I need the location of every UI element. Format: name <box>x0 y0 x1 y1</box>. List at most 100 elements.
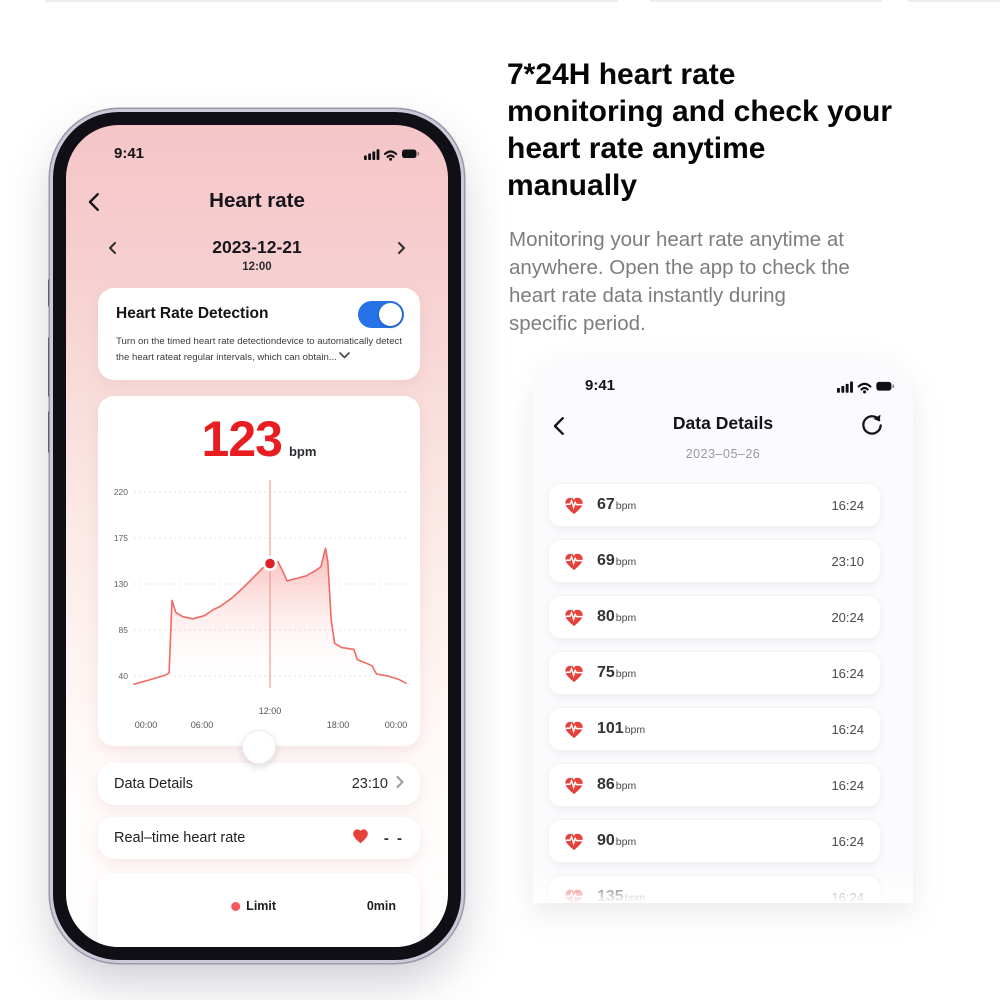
status-icons <box>837 379 895 399</box>
svg-text:40: 40 <box>119 671 129 681</box>
hr-value: 101 <box>597 720 624 737</box>
heart-rate-row[interactable]: 69 bpm 23:10 <box>548 539 881 583</box>
svg-text:12:00: 12:00 <box>259 706 282 716</box>
hr-unit: bpm <box>615 668 637 680</box>
heart-ecg-icon <box>563 663 585 683</box>
mute-switch[interactable] <box>48 278 53 308</box>
hr-time: 23:10 <box>831 553 864 569</box>
heart-rate-screen: 9:41 Heart rate <box>66 125 448 947</box>
hr-unit: bpm <box>615 556 637 568</box>
heart-rate-row[interactable]: 101 bpm 16:24 <box>548 707 881 751</box>
hr-unit: bpm <box>615 836 637 848</box>
heart-rate-chart[interactable]: 220 175 130 85 40 00:00 06:00 12:00 18:0… <box>100 476 416 738</box>
x-axis-labels: 00:00 06:00 12:00 18:00 00:00 <box>135 706 408 730</box>
realtime-label: Real–time heart rate <box>114 830 246 846</box>
battery-icon <box>876 381 895 391</box>
current-reading: 123 bpm <box>98 410 420 468</box>
wifi-icon <box>857 382 872 391</box>
hr-unit: bpm <box>615 500 637 512</box>
svg-text:06:00: 06:00 <box>191 720 214 730</box>
data-details-time: 23:10 <box>351 776 388 792</box>
heart-rate-row[interactable]: 135 bpm 16:24 <box>548 875 881 903</box>
hr-time: 20:24 <box>831 609 864 625</box>
heart-rate-row[interactable]: 90 bpm 16:24 <box>548 819 881 863</box>
realtime-heart-rate-row[interactable]: Real–time heart rate - - <box>98 817 420 859</box>
heart-rate-chart-card: 123 bpm 220 175 130 85 40 <box>98 396 420 746</box>
svg-text:00:00: 00:00 <box>385 720 408 730</box>
y-axis-labels: 220 175 130 85 40 <box>114 487 128 681</box>
top-crop-hairline <box>650 0 882 2</box>
heart-rate-row[interactable]: 75 bpm 16:24 <box>548 651 881 695</box>
chart-line <box>133 547 407 685</box>
hr-value: 75 <box>597 664 615 681</box>
limit-label: Limit <box>246 899 277 913</box>
detection-card: Heart Rate Detection Turn on the timed h… <box>98 288 420 380</box>
hr-unit: bpm <box>624 892 646 903</box>
wifi-icon <box>383 150 398 158</box>
heart-ecg-icon <box>563 551 585 571</box>
chart-slider-handle[interactable] <box>242 730 276 764</box>
heart-rate-row[interactable]: 80 bpm 20:24 <box>548 595 881 639</box>
back-button[interactable] <box>84 189 108 215</box>
volume-up-button[interactable] <box>48 336 53 398</box>
heart-ecg-icon <box>563 775 585 795</box>
hr-value: 135 <box>597 888 624 903</box>
heart-ecg-icon <box>563 607 585 627</box>
heart-ecg-icon <box>563 831 585 851</box>
hr-time: 16:24 <box>831 889 864 904</box>
hr-unit: bpm <box>624 724 646 736</box>
selected-date: 2023-12-21 <box>212 237 302 257</box>
heart-rate-list: 67 bpm 16:24 69 bpm 23:10 80 bpm 20:24 <box>548 483 881 903</box>
svg-text:00:00: 00:00 <box>135 720 158 730</box>
chart-cursor-dot[interactable] <box>265 558 275 569</box>
battery-icon <box>402 149 420 158</box>
refresh-icon[interactable] <box>859 412 885 438</box>
heart-ecg-icon <box>563 719 585 739</box>
hr-unit: bpm <box>615 612 637 624</box>
svg-text:85: 85 <box>119 625 129 635</box>
status-bar: 9:41 <box>66 145 448 165</box>
chevron-right-icon <box>396 775 404 794</box>
top-crop-hairline <box>45 0 618 2</box>
data-details-row[interactable]: Data Details 23:10 <box>98 763 420 805</box>
volume-down-button[interactable] <box>48 410 53 454</box>
prev-date-button[interactable] <box>106 240 120 261</box>
headline-description: Monitoring your heart rate anytime at an… <box>509 228 850 335</box>
back-button[interactable] <box>549 413 573 439</box>
status-icons <box>364 147 420 166</box>
hr-value: 67 <box>597 496 615 513</box>
list-date: 2023–05–26 <box>685 447 761 461</box>
hr-time: 16:24 <box>831 721 864 737</box>
headline: 7*24H heart rate monitoring and check yo… <box>507 58 893 202</box>
detection-title: Heart Rate Detection <box>116 305 269 322</box>
left-phone-frame: 9:41 Heart rate <box>53 112 461 960</box>
signal-icon <box>837 381 853 393</box>
heart-rate-row[interactable]: 86 bpm 16:24 <box>548 763 881 807</box>
page-title: Data Details <box>672 413 774 433</box>
date-navigator: 2023-12-21 12:00 <box>66 237 448 277</box>
heart-rate-row[interactable]: 67 bpm 16:24 <box>548 483 881 527</box>
svg-text:130: 130 <box>114 579 128 589</box>
svg-text:220: 220 <box>114 487 128 497</box>
heart-ecg-icon <box>563 887 585 903</box>
svg-text:175: 175 <box>114 533 128 543</box>
heart-icon <box>351 827 370 849</box>
data-details-label: Data Details <box>114 776 193 792</box>
detection-toggle[interactable] <box>358 301 404 328</box>
top-crop-hairline <box>908 0 1000 2</box>
hr-time: 16:24 <box>831 833 864 849</box>
limit-card[interactable]: Limit 0min <box>98 873 420 947</box>
hr-time: 16:24 <box>831 497 864 513</box>
hr-time: 16:24 <box>831 665 864 681</box>
limit-value: 0min <box>366 899 396 913</box>
svg-text:18:00: 18:00 <box>327 720 350 730</box>
next-date-button[interactable] <box>394 240 408 261</box>
expand-chevron-down-icon[interactable] <box>338 349 350 364</box>
bpm-unit: bpm <box>288 444 317 459</box>
hr-value: 80 <box>597 608 615 625</box>
data-details-screen: 9:41 Data Details 2023–05–26 <box>533 357 913 903</box>
hr-unit: bpm <box>615 780 637 792</box>
bpm-value: 123 <box>201 411 283 467</box>
realtime-value: - - <box>383 829 404 847</box>
hr-time: 16:24 <box>831 777 864 793</box>
